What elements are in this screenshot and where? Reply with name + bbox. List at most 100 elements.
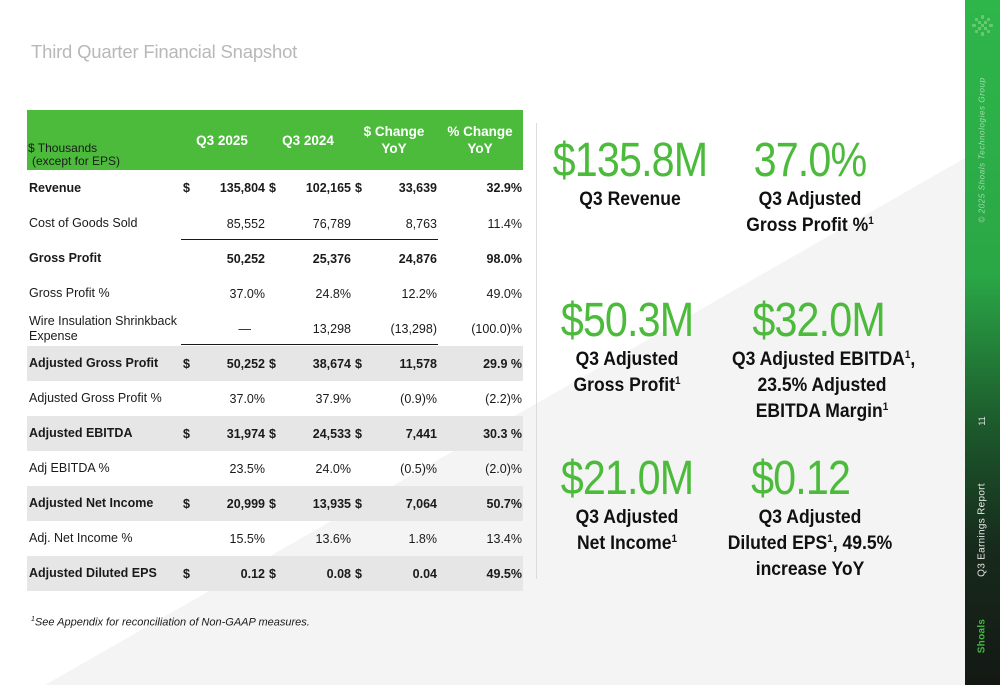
- kpi-revenue: $135.8M Q3 Revenue: [540, 136, 720, 212]
- cell-q3-2024: 24.0%: [315, 461, 351, 476]
- cell-pct-change: 49.0%: [486, 286, 522, 301]
- cell-q3-2025: 15.5%: [229, 531, 265, 546]
- cell-change: 33,639: [398, 181, 437, 195]
- report-name: Q3 Earnings Report: [976, 483, 988, 577]
- dollar-sign: $: [183, 181, 190, 195]
- cell-pct-change: (2.2)%: [485, 391, 522, 406]
- row-label: Adj EBITDA %: [29, 461, 110, 475]
- dollar-sign: $: [351, 556, 369, 591]
- cell-pct-change: 98.0%: [486, 251, 522, 266]
- table-row-shrinkback: Wire Insulation Shrinkback Expense — 13,…: [27, 311, 523, 346]
- dollar-sign: $: [265, 486, 283, 521]
- kpi-value: $135.8M: [552, 134, 708, 187]
- row-label: Wire Insulation Shrinkback Expense: [29, 313, 177, 343]
- header-q3-2025: Q3 2025: [179, 110, 265, 170]
- dollar-sign: $: [351, 416, 369, 451]
- shoals-logo-icon: [972, 15, 993, 36]
- cell-q3-2025: 135,804: [219, 181, 265, 195]
- cell-pct-change: 50.7%: [437, 486, 523, 521]
- cell-q3-2024: 13.6%: [315, 531, 351, 546]
- kpi-value: $0.12: [751, 452, 851, 505]
- cell-q3-2024: 38,674: [283, 346, 351, 381]
- cell-q3-2025: 20,999: [197, 486, 265, 521]
- cell-q3-2024: 76,789: [312, 216, 351, 231]
- kpi-value: $32.0M: [752, 294, 885, 347]
- cell-pct-change: (2.0)%: [485, 461, 522, 476]
- header-units: $ Thousands (except for EPS): [27, 110, 179, 170]
- dollar-sign: $: [179, 346, 197, 381]
- cell-q3-2024: 13,298: [312, 321, 351, 336]
- brand-name: Shoals: [976, 618, 988, 654]
- cell-change: 24,876: [398, 251, 437, 266]
- dollar-sign: $: [351, 346, 369, 381]
- cell-pct-change: 30.3 %: [437, 416, 523, 451]
- dollar-sign: $: [355, 181, 362, 195]
- kpi-caption: Q3 Adjusted Net Income1: [575, 506, 679, 554]
- dollar-sign: $: [265, 346, 283, 381]
- kpi-caption: Q3 Adjusted Diluted EPS1, 49.5% increase…: [727, 506, 893, 580]
- table-row-adj-gross-profit: Adjusted Gross Profit $ 50,252 $ 38,674 …: [27, 346, 523, 381]
- cell-change: 0.04: [369, 556, 437, 591]
- cell-pct-change: 29.9 %: [437, 346, 523, 381]
- cell-q3-2024: 102,165: [305, 181, 351, 195]
- cell-q3-2025: —: [238, 321, 252, 336]
- cell-change: (0.9)%: [400, 391, 437, 406]
- page-number: 11: [977, 416, 987, 426]
- cell-q3-2024: 13,935: [283, 486, 351, 521]
- table-row-adj-diluted-eps: Adjusted Diluted EPS $ 0.12 $ 0.08 $ 0.0…: [27, 556, 523, 591]
- cell-q3-2025: 37.0%: [229, 286, 265, 301]
- table-row-adj-ebitda-pct: Adj EBITDA % 23.5% 24.0% (0.5)% (2.0)%: [27, 451, 523, 486]
- cell-q3-2024: 0.08: [283, 556, 351, 591]
- cell-change: 7,441: [369, 416, 437, 451]
- cell-q3-2025: 23.5%: [229, 461, 265, 476]
- table-row-gross-profit-pct: Gross Profit % 37.0% 24.8% 12.2% 49.0%: [27, 276, 523, 311]
- kpi-value: $21.0M: [560, 452, 694, 505]
- row-label: Revenue: [29, 180, 82, 195]
- row-label: Adj. Net Income %: [29, 531, 133, 545]
- table-row-adj-net-income: Adjusted Net Income $ 20,999 $ 13,935 $ …: [27, 486, 523, 521]
- cell-q3-2024: 25,376: [312, 251, 351, 266]
- table-header-row: $ Thousands (except for EPS) Q3 2025 Q3 …: [27, 110, 523, 170]
- cell-pct-change: (100.0)%: [471, 321, 522, 336]
- cell-pct-change: 49.5%: [437, 556, 523, 591]
- cell-change: 1.8%: [408, 531, 438, 546]
- cell-q3-2025: 50,252: [197, 346, 265, 381]
- kpi-caption: Q3 Adjusted EBITDA1, 23.5% Adjusted EBIT…: [732, 348, 916, 422]
- financial-table: $ Thousands (except for EPS) Q3 2025 Q3 …: [27, 110, 523, 591]
- kpi-adj-ebitda: $32.0M Q3 Adjusted EBITDA1, 23.5% Adjust…: [722, 296, 922, 424]
- table-row-revenue: Revenue $ 135,804 $ 102,165 $ 33,639 32.…: [27, 170, 523, 206]
- kpi-adj-diluted-eps: $0.12 Q3 Adjusted Diluted EPS1, 49.5% in…: [710, 454, 910, 582]
- cell-change: 11,578: [369, 346, 437, 381]
- cell-pct-change: 13.4%: [486, 531, 522, 546]
- header-q3-2024: Q3 2024: [265, 110, 351, 170]
- kpi-adj-net-income: $21.0M Q3 Adjusted Net Income1: [537, 454, 717, 556]
- row-label: Adjusted Diluted EPS: [27, 556, 179, 591]
- subtotal-underline: [181, 239, 438, 240]
- kpi-value: $50.3M: [560, 294, 694, 347]
- row-label: Gross Profit: [29, 251, 102, 265]
- divider-line: [536, 123, 537, 579]
- header-pct-change: % Change YoY: [437, 110, 523, 170]
- cell-pct-change: 11.4%: [487, 216, 522, 231]
- table-row-adj-net-income-pct: Adj. Net Income % 15.5% 13.6% 1.8% 13.4%: [27, 521, 523, 556]
- row-label: Adjusted Gross Profit %: [29, 391, 162, 405]
- table-row-adj-ebitda: Adjusted EBITDA $ 31,974 $ 24,533 $ 7,44…: [27, 416, 523, 451]
- cell-change: 8,763: [405, 216, 437, 231]
- dollar-sign: $: [179, 416, 197, 451]
- cell-q3-2025: 85,552: [226, 216, 265, 231]
- dollar-sign: $: [265, 556, 283, 591]
- kpi-caption: Q3 Adjusted Gross Profit %1: [746, 188, 874, 236]
- dollar-sign: $: [351, 486, 369, 521]
- dollar-sign: $: [179, 486, 197, 521]
- footnote-marker: 1: [31, 616, 35, 623]
- cell-pct-change: 32.9%: [486, 181, 522, 195]
- kpi-caption: Q3 Adjusted Gross Profit1: [573, 348, 681, 396]
- subtotal-underline: [181, 344, 438, 345]
- row-label: Gross Profit %: [29, 286, 110, 300]
- sidebar: © 2025 Shoals Technologies Group 11 Q3 E…: [965, 0, 1000, 685]
- kpi-adj-gross-profit: $50.3M Q3 Adjusted Gross Profit1: [537, 296, 717, 398]
- copyright-text: © 2025 Shoals Technologies Group: [977, 77, 987, 223]
- dollar-sign: $: [265, 416, 283, 451]
- cell-q3-2024: 24,533: [283, 416, 351, 451]
- page-title: Third Quarter Financial Snapshot: [31, 41, 298, 62]
